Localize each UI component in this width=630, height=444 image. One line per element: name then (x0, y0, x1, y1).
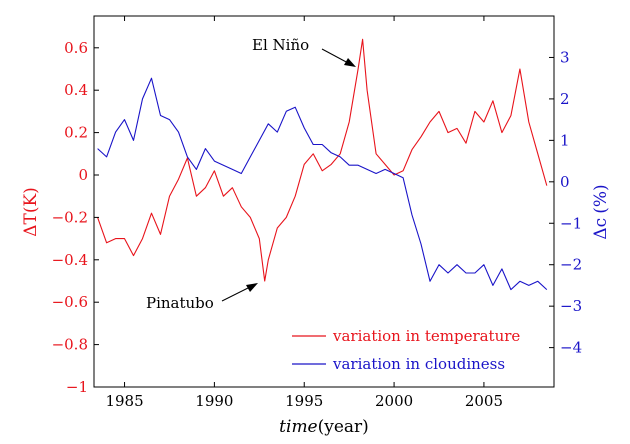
right-y-tick-label: −1 (560, 214, 582, 232)
right-y-tick-label: 3 (560, 48, 570, 66)
right-y-tick-label: 1 (560, 131, 570, 149)
x-tick-label: 1990 (195, 392, 233, 410)
annotation-el-nino-arrow (321, 48, 356, 67)
series-line-cloudiness (97, 77, 548, 291)
x-axis: 1985 1990 1995 2000 2005 (105, 16, 503, 410)
series-line-temperature (97, 38, 548, 282)
x-tick-label: 1985 (105, 392, 143, 410)
left-y-tick-label: −0.2 (52, 208, 88, 226)
left-y-tick-label: −0.4 (52, 251, 88, 269)
annotation-el-nino: El Niño (252, 36, 309, 54)
right-y-axis: −4 −3 −2 −1 0 1 2 3 (549, 48, 582, 357)
left-axis-unit: (K) (21, 187, 41, 213)
right-y-tick-label: −4 (560, 339, 582, 357)
temperature-series (97, 38, 548, 282)
x-tick-label: 2005 (465, 392, 503, 410)
x-axis-label: time(year) (279, 417, 369, 437)
plot-frame (93, 15, 555, 388)
x-axis-unit: (year) (318, 417, 369, 437)
left-axis-symbol: ΔT (21, 213, 41, 237)
right-y-tick-label: 0 (560, 173, 570, 191)
x-tick-label: 2000 (375, 392, 413, 410)
left-y-tick-label: −0.8 (52, 336, 88, 354)
left-axis-label: ΔT(K) (21, 187, 41, 237)
legend-label-temperature: variation in temperature (332, 327, 520, 345)
left-y-tick-label: 0.2 (64, 124, 88, 142)
right-axis-label: Δc (%) (591, 184, 611, 239)
left-y-tick-label: 0 (78, 166, 88, 184)
legend: variation in temperature variation in cl… (292, 327, 520, 373)
left-y-axis: −1 −0.8 −0.6 −0.4 −0.2 0 0.2 0.4 0.6 (52, 39, 99, 396)
right-y-tick-label: −2 (560, 256, 582, 274)
right-y-tick-label: 2 (560, 90, 570, 108)
x-tick-label: 1995 (285, 392, 323, 410)
left-y-tick-label: −0.6 (52, 293, 88, 311)
x-axis-title: time (279, 417, 317, 437)
cloudiness-series (97, 77, 548, 291)
right-axis-unit: (%) (591, 184, 611, 213)
annotation-pinatubo-arrow (221, 283, 258, 302)
left-y-tick-label: 0.4 (64, 81, 88, 99)
annotation-pinatubo: Pinatubo (146, 294, 214, 312)
right-y-tick-label: −3 (560, 297, 582, 315)
left-y-tick-label: −1 (66, 378, 88, 396)
left-y-tick-label: 0.6 (64, 39, 88, 57)
legend-label-cloudiness: variation in cloudiness (332, 355, 505, 373)
right-axis-symbol: Δc (591, 218, 611, 240)
